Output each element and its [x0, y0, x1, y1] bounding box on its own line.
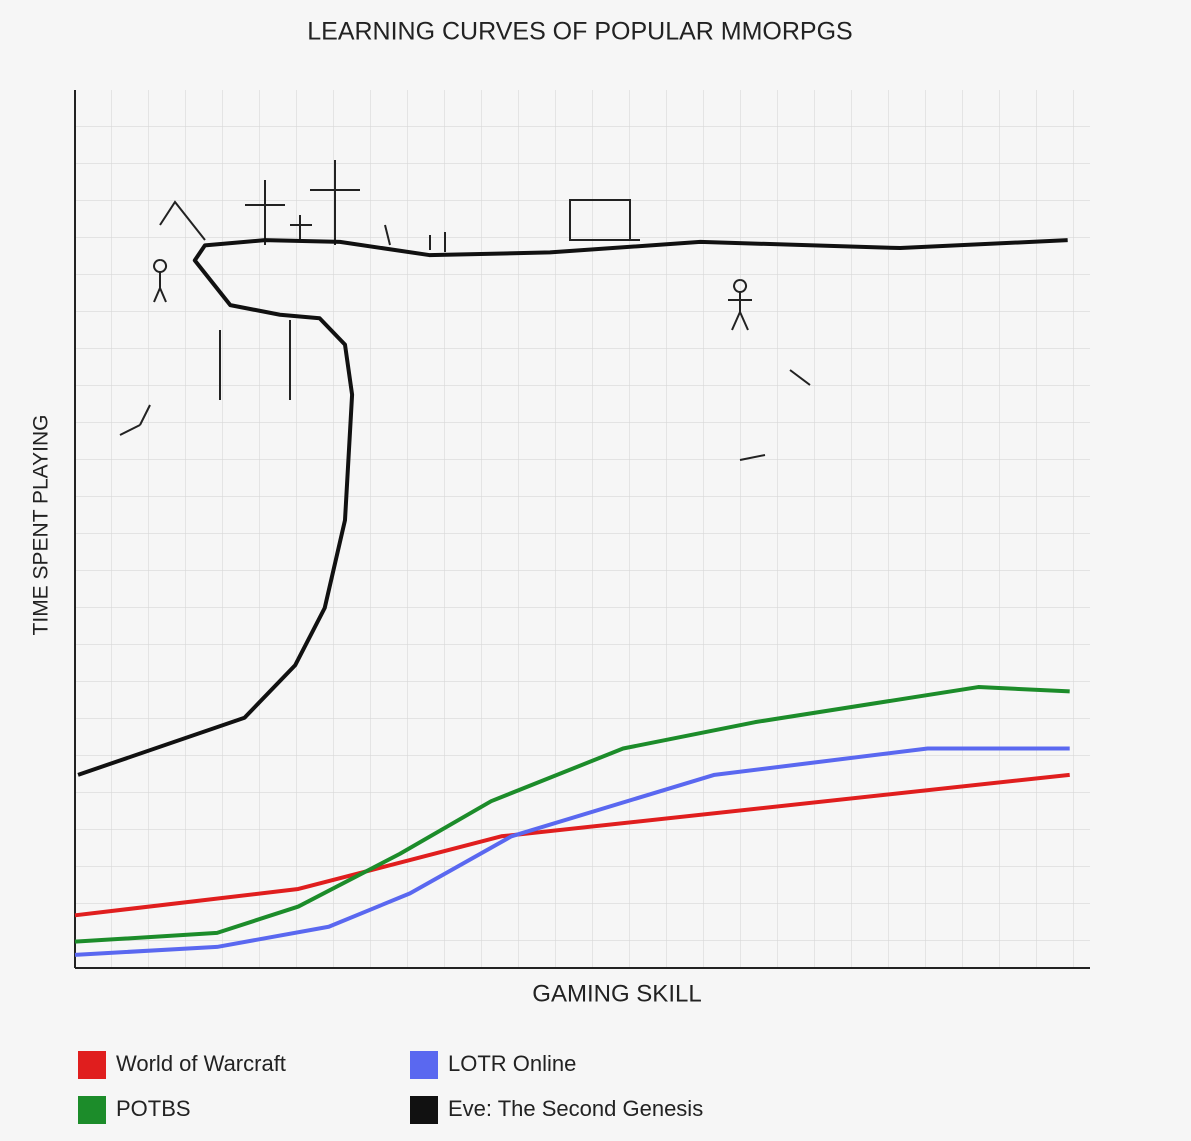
y-axis-label: TIME SPENT PLAYING: [30, 415, 53, 636]
page: LEARNING CURVES OF POPULAR MMORPGS GAMIN…: [0, 0, 1191, 1141]
x-axis-label: GAMING SKILL: [532, 980, 701, 1007]
legend-label: World of Warcraft: [116, 1051, 286, 1076]
legend-swatch: [410, 1051, 438, 1079]
legend-label: Eve: The Second Genesis: [448, 1096, 703, 1121]
legend-label: LOTR Online: [448, 1051, 576, 1076]
chart: LEARNING CURVES OF POPULAR MMORPGS GAMIN…: [0, 0, 1191, 1141]
chart-title: LEARNING CURVES OF POPULAR MMORPGS: [307, 18, 852, 46]
legend-label: POTBS: [116, 1096, 191, 1121]
legend-swatch: [410, 1096, 438, 1124]
graph-paper: [75, 90, 1090, 968]
legend-swatch: [78, 1096, 106, 1124]
legend-swatch: [78, 1051, 106, 1079]
